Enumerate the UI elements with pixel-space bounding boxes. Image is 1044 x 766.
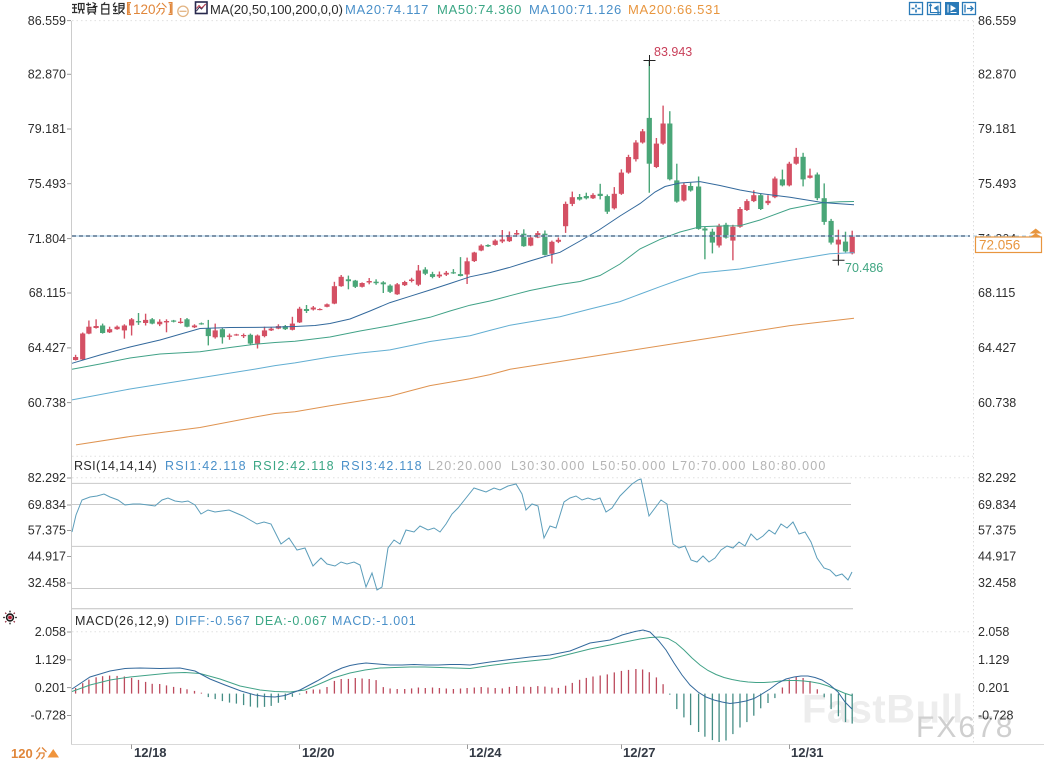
svg-text:12/20: 12/20 (302, 745, 335, 760)
svg-text:RSI1:42.118: RSI1:42.118 (165, 459, 247, 473)
svg-text:2.058: 2.058 (35, 625, 66, 639)
svg-text:72.056: 72.056 (979, 238, 1020, 253)
svg-text:120: 120 (11, 746, 33, 761)
svg-text:2.058: 2.058 (978, 625, 1009, 639)
svg-text:MACD(26,12,9): MACD(26,12,9) (75, 614, 170, 628)
svg-text:32.458: 32.458 (28, 576, 66, 590)
svg-text:86.559: 86.559 (28, 14, 66, 28)
svg-text:82.870: 82.870 (978, 68, 1016, 82)
svg-text:57.375: 57.375 (978, 524, 1016, 538)
svg-text:12/18: 12/18 (134, 745, 167, 760)
svg-text:L30:30.000: L30:30.000 (511, 459, 586, 473)
svg-text:32.458: 32.458 (978, 576, 1016, 590)
svg-text:86.559: 86.559 (978, 14, 1016, 28)
svg-text:0.201: 0.201 (35, 681, 66, 695)
svg-text:79.181: 79.181 (978, 122, 1016, 136)
svg-text:75.493: 75.493 (28, 177, 66, 191)
svg-text:57.375: 57.375 (28, 524, 66, 538)
svg-text:82.292: 82.292 (28, 471, 66, 485)
svg-text:1.129: 1.129 (978, 653, 1009, 667)
svg-text:69.834: 69.834 (978, 498, 1016, 512)
svg-text:79.181: 79.181 (28, 122, 66, 136)
svg-text:75.493: 75.493 (978, 177, 1016, 191)
svg-text:L50:50.000: L50:50.000 (592, 459, 667, 473)
svg-text:MA(20,50,100,200,0,0): MA(20,50,100,200,0,0) (210, 2, 343, 17)
svg-text:0.201: 0.201 (978, 681, 1009, 695)
svg-text:DEA:-0.067: DEA:-0.067 (255, 614, 328, 628)
svg-text:1.129: 1.129 (35, 653, 66, 667)
svg-text:82.292: 82.292 (978, 471, 1016, 485)
svg-text:MA50:74.360: MA50:74.360 (437, 2, 522, 17)
svg-text:FX678: FX678 (916, 711, 1014, 744)
svg-text:RSI(14,14,14): RSI(14,14,14) (74, 459, 157, 473)
svg-text:64.427: 64.427 (978, 341, 1016, 355)
svg-text:68.115: 68.115 (978, 286, 1015, 300)
svg-text:-0.728: -0.728 (31, 709, 66, 723)
svg-text:L70:70.000: L70:70.000 (672, 459, 747, 473)
svg-text:83.943: 83.943 (654, 45, 692, 59)
svg-text:120: 120 (133, 2, 156, 17)
svg-text:L80:80.000: L80:80.000 (752, 459, 827, 473)
svg-text:12/27: 12/27 (623, 745, 656, 760)
svg-text:44.917: 44.917 (978, 550, 1016, 564)
svg-text:68.115: 68.115 (29, 286, 66, 300)
svg-text:L20:20.000: L20:20.000 (428, 459, 503, 473)
svg-text:44.917: 44.917 (28, 550, 66, 564)
svg-text:FastBull: FastBull (802, 688, 964, 732)
svg-text:MACD:-1.001: MACD:-1.001 (332, 614, 417, 628)
svg-text:82.870: 82.870 (28, 68, 66, 82)
svg-text:12/24: 12/24 (469, 745, 502, 760)
svg-text:12/31: 12/31 (791, 745, 824, 760)
svg-text:MA100:71.126: MA100:71.126 (529, 2, 622, 17)
svg-text:-0.728: -0.728 (978, 709, 1013, 723)
svg-text:MA200:66.531: MA200:66.531 (628, 2, 721, 17)
svg-text:60.738: 60.738 (28, 396, 66, 410)
svg-text:71.804: 71.804 (28, 232, 66, 246)
svg-text:DIFF:-0.567: DIFF:-0.567 (175, 614, 251, 628)
svg-text:69.834: 69.834 (28, 498, 66, 512)
svg-text:MA20:74.117: MA20:74.117 (345, 2, 429, 17)
svg-text:RSI3:42.118: RSI3:42.118 (341, 459, 423, 473)
svg-text:RSI2:42.118: RSI2:42.118 (253, 459, 335, 473)
svg-text:70.486: 70.486 (845, 261, 883, 275)
svg-text:64.427: 64.427 (28, 341, 66, 355)
svg-text:60.738: 60.738 (978, 396, 1016, 410)
